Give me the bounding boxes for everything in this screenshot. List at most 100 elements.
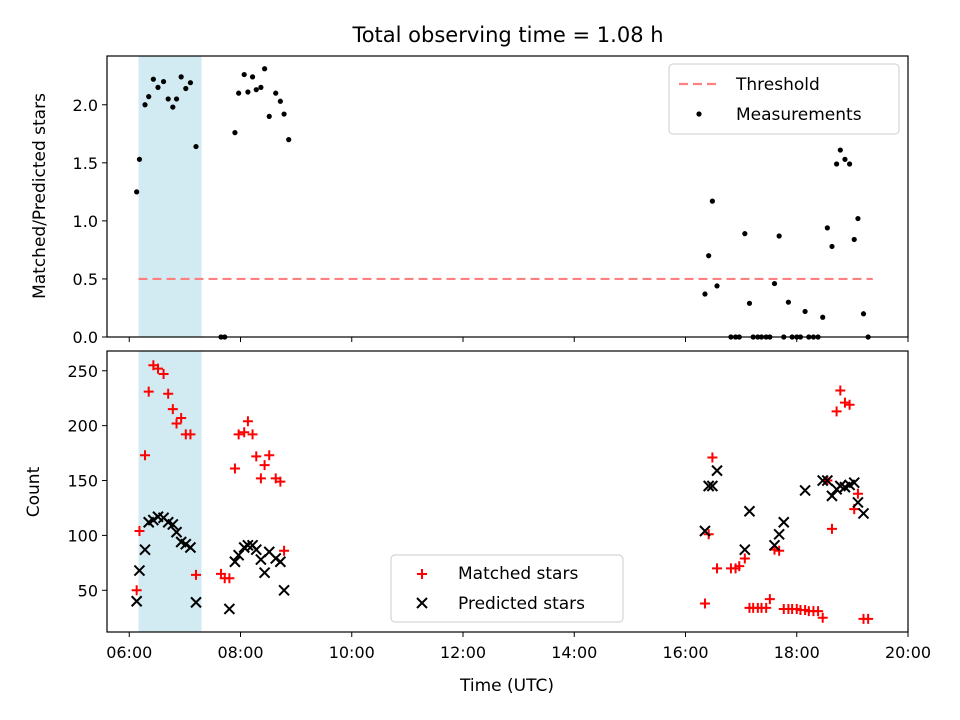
data-point	[176, 412, 187, 423]
data-point	[771, 280, 778, 287]
data-point	[813, 606, 824, 617]
data-point	[743, 505, 756, 517]
data-point	[241, 71, 247, 78]
y-tick-label: 150	[67, 472, 98, 491]
data-point	[826, 490, 838, 502]
data-point	[245, 89, 251, 95]
legend-measurements-swatch	[696, 111, 702, 117]
data-point	[279, 545, 290, 556]
data-point	[233, 429, 244, 440]
shaded-span	[138, 56, 202, 337]
data-point	[142, 102, 148, 108]
legend-matched-swatch	[417, 569, 427, 579]
data-point	[837, 147, 843, 153]
y-tick-label: 250	[67, 362, 98, 381]
data-point	[699, 598, 710, 609]
data-point	[855, 215, 861, 222]
data-point	[167, 518, 179, 531]
data-point	[835, 385, 846, 396]
data-point	[274, 556, 287, 568]
data-point	[860, 311, 867, 317]
data-point	[706, 480, 719, 492]
data-point	[742, 231, 748, 237]
data-point	[140, 450, 151, 461]
data-point	[187, 80, 194, 86]
data-point	[778, 516, 790, 528]
data-point	[834, 161, 840, 167]
x-tick-label: 20:00	[885, 643, 931, 662]
data-point	[829, 243, 835, 250]
data-point	[714, 283, 720, 289]
data-point	[817, 474, 829, 487]
data-point	[191, 569, 201, 580]
data-point	[173, 96, 180, 102]
data-point	[255, 473, 266, 484]
legend-box	[390, 554, 624, 623]
data-point	[774, 545, 785, 556]
data-point	[158, 369, 169, 380]
data-point	[249, 74, 256, 80]
x-axis-label: Time (UTC)	[459, 676, 554, 696]
data-point	[232, 130, 238, 136]
data-point	[232, 549, 245, 561]
data-point	[150, 76, 156, 82]
data-point	[739, 553, 750, 564]
legend-predicted-swatch	[416, 597, 428, 609]
data-point	[155, 84, 161, 90]
data-point	[699, 525, 711, 537]
data-point	[848, 477, 860, 489]
series-predicted-stars	[130, 464, 870, 615]
data-point	[130, 595, 143, 607]
data-point	[831, 406, 842, 417]
data-point	[702, 480, 715, 492]
y-tick-label: 0.5	[73, 270, 98, 289]
data-point	[171, 418, 182, 429]
data-point	[863, 613, 874, 624]
data-point	[702, 291, 708, 297]
data-point	[277, 98, 283, 104]
data-point	[163, 388, 174, 399]
data-point	[165, 96, 171, 102]
data-point	[734, 561, 745, 572]
data-point	[258, 84, 264, 90]
data-point	[239, 427, 250, 438]
legend-measurements-label: Measurements	[736, 105, 862, 125]
x-tick-label: 18:00	[774, 643, 820, 662]
x-tick-label: 12:00	[440, 643, 486, 662]
data-point	[236, 90, 242, 96]
data-point	[251, 451, 262, 462]
data-point	[258, 567, 271, 579]
legend: Threshold Measurements	[668, 63, 900, 135]
data-point	[170, 104, 176, 110]
data-point	[224, 573, 235, 584]
data-point	[278, 584, 290, 596]
data-point	[286, 137, 292, 143]
data-point	[773, 528, 785, 541]
legend-predicted-label: Predicted stars	[458, 594, 585, 614]
data-point	[824, 225, 830, 231]
data-point	[266, 113, 272, 119]
data-point	[242, 539, 254, 551]
data-point	[817, 612, 828, 623]
y-tick-label: 200	[67, 417, 98, 436]
top-y-axis-label: Matched/Predicted stars	[30, 93, 50, 299]
data-point	[851, 236, 857, 243]
data-point	[264, 450, 275, 461]
axes-frame	[106, 350, 909, 633]
bottom-y-axis-label: Count	[24, 466, 44, 517]
data-point	[152, 363, 163, 374]
data-point	[160, 78, 167, 85]
data-point	[262, 66, 268, 72]
data-point	[170, 526, 183, 538]
x-tick-label: 14:00	[551, 643, 597, 662]
data-point	[167, 404, 178, 415]
data-point	[852, 496, 864, 509]
legend-box	[668, 63, 900, 135]
data-point	[133, 564, 146, 577]
data-point	[826, 523, 837, 534]
x-tick-label: 10:00	[329, 643, 375, 662]
data-point	[768, 539, 781, 551]
y-tick-label: 1.5	[73, 154, 98, 173]
data-point	[802, 308, 808, 315]
